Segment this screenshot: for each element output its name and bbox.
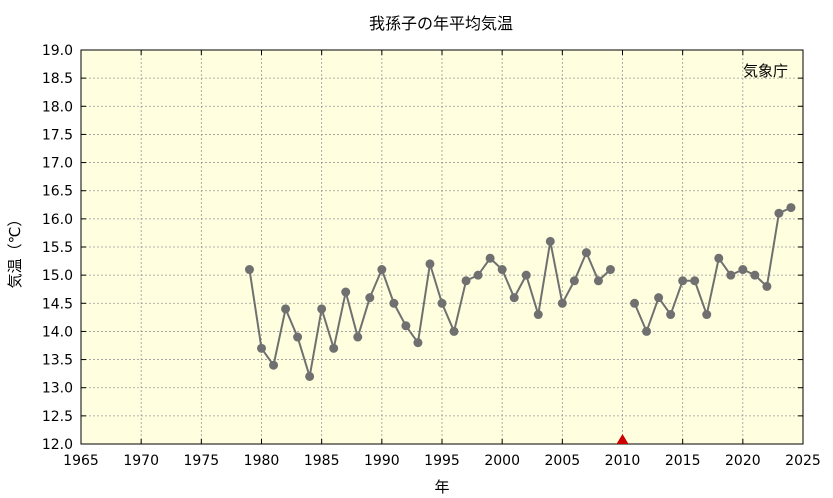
marker-group (616, 434, 629, 444)
y-tick-label: 13.0 (42, 381, 73, 397)
data-point (726, 270, 736, 280)
x-tick-label: 1965 (63, 453, 99, 469)
data-point (329, 343, 339, 353)
data-point (449, 326, 459, 336)
data-point (774, 208, 784, 218)
data-point (341, 287, 351, 297)
data-point (654, 293, 664, 303)
data-point (690, 276, 700, 286)
data-point (642, 326, 652, 336)
data-point (473, 270, 483, 280)
triangle-marker (616, 434, 629, 444)
data-point (389, 298, 399, 308)
data-point (678, 276, 688, 286)
data-point (569, 276, 579, 286)
data-point (437, 298, 447, 308)
series-group (244, 203, 796, 381)
x-tick-label: 1980 (244, 453, 280, 469)
data-point (738, 265, 748, 275)
y-tick-label: 14.5 (42, 296, 73, 312)
chart-title: 我孫子の年平均気温 (369, 14, 513, 33)
x-tick-label: 1975 (184, 453, 220, 469)
data-point (485, 253, 495, 263)
x-tick-label: 2000 (484, 453, 520, 469)
x-tick-label: 2020 (725, 453, 761, 469)
data-point (293, 332, 303, 342)
x-tick-label: 2025 (785, 453, 821, 469)
data-point (425, 259, 435, 269)
data-point (317, 304, 327, 314)
data-point (666, 310, 676, 320)
data-point (630, 298, 640, 308)
data-point (786, 203, 796, 213)
x-tick-label: 1995 (424, 453, 460, 469)
y-tick-label: 12.5 (42, 409, 73, 425)
data-point (413, 338, 423, 348)
x-tick-label: 2010 (605, 453, 641, 469)
data-point (353, 332, 363, 342)
data-point (509, 293, 519, 303)
data-point (305, 371, 315, 381)
x-axis-label: 年 (434, 478, 449, 496)
y-tick-label: 19.0 (42, 43, 73, 59)
y-tick-label: 16.5 (42, 184, 73, 200)
x-tick-label: 1985 (304, 453, 340, 469)
data-point (281, 304, 291, 314)
data-point (702, 310, 712, 320)
y-axis: 12.0 12.5 13.0 13.5 14.0 14.5 15.0 15.5 16.0 16.5… (42, 43, 803, 453)
y-tick-label: 16.0 (42, 212, 73, 228)
data-point (461, 276, 471, 286)
data-point (497, 265, 507, 275)
source-label: 気象庁 (743, 62, 788, 80)
data-point (401, 321, 411, 331)
grid (81, 50, 803, 444)
data-point (714, 253, 724, 263)
x-tick-label: 2015 (665, 453, 701, 469)
data-point (244, 265, 254, 275)
y-tick-label: 15.0 (42, 268, 73, 284)
x-tick-label: 2005 (545, 453, 581, 469)
y-tick-label: 18.5 (42, 71, 73, 87)
data-point (557, 298, 567, 308)
y-tick-label: 17.0 (42, 156, 73, 172)
data-point (377, 265, 387, 275)
data-point (593, 276, 603, 286)
data-point (750, 270, 760, 280)
data-point (269, 360, 279, 370)
y-tick-label: 18.0 (42, 99, 73, 115)
data-point (257, 343, 266, 353)
y-tick-label: 15.5 (42, 240, 73, 256)
y-tick-label: 14.0 (42, 324, 73, 340)
y-tick-label: 12.0 (42, 437, 73, 453)
data-point (365, 293, 375, 303)
data-point (533, 310, 543, 320)
x-tick-label: 1970 (123, 453, 159, 469)
x-tick-label: 1990 (364, 453, 400, 469)
y-tick-label: 13.5 (42, 353, 73, 369)
data-point (605, 265, 615, 275)
y-axis-label: 気温（℃） (6, 212, 24, 289)
y-tick-label: 17.5 (42, 127, 73, 143)
data-point (521, 270, 531, 280)
data-point (581, 248, 591, 258)
data-point (545, 236, 555, 246)
data-point (762, 281, 772, 291)
x-axis: 1965 1970 1975 1980 1985 1990 1995 2000 2005 2010… (63, 50, 821, 469)
